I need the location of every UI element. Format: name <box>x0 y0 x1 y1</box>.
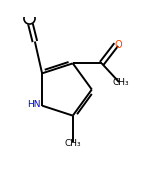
Text: HN: HN <box>27 100 41 109</box>
Text: O: O <box>115 40 122 50</box>
Text: CH₃: CH₃ <box>65 139 81 148</box>
Text: CH₃: CH₃ <box>112 78 129 87</box>
